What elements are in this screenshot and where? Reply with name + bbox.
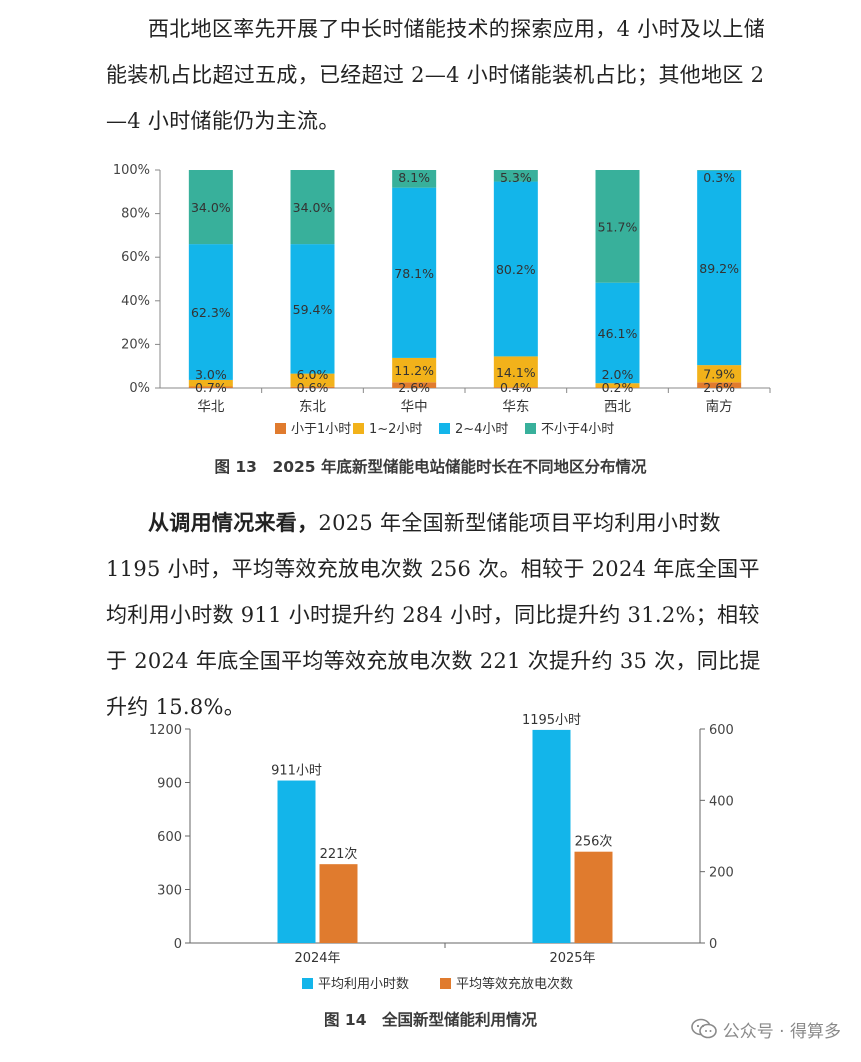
legend-swatch bbox=[440, 978, 451, 989]
data-label: 11.2% bbox=[394, 363, 434, 378]
x-tick-label: 华东 bbox=[502, 399, 529, 415]
data-label: 80.2% bbox=[496, 262, 536, 277]
bar-segment bbox=[697, 365, 742, 383]
bar-segment bbox=[188, 170, 233, 245]
chat-bubbles-icon bbox=[690, 1018, 717, 1040]
legend-swatch bbox=[525, 423, 536, 434]
legend-label: 小于1小时 bbox=[291, 422, 351, 437]
figure14-caption: 图 14 全国新型储能利用情况 bbox=[324, 1011, 537, 1029]
data-label: 34.0% bbox=[191, 200, 231, 215]
bar bbox=[319, 864, 358, 943]
left-tick-label: 900 bbox=[157, 777, 182, 792]
watermark-text: 公众号 · 得算多 bbox=[722, 1021, 841, 1042]
bar bbox=[532, 729, 571, 943]
bar-segment bbox=[290, 386, 335, 388]
bar-segment bbox=[697, 170, 742, 171]
data-label: 2.0% bbox=[602, 367, 634, 382]
data-label: 62.3% bbox=[191, 305, 231, 320]
bar-segment bbox=[392, 187, 437, 358]
data-label: 1195小时 bbox=[522, 713, 581, 728]
data-label: 46.1% bbox=[598, 326, 638, 341]
legend-label: 平均利用小时数 bbox=[318, 977, 409, 992]
y-tick-label: 20% bbox=[121, 337, 150, 352]
right-tick-label: 200 bbox=[709, 866, 734, 881]
watermark: 公众号 · 得算多 bbox=[690, 1013, 841, 1045]
data-label: 5.3% bbox=[500, 170, 532, 185]
bar-segment bbox=[290, 244, 335, 374]
paragraph-utilization: 从调用情况来看，2025 年全国新型储能项目平均利用小时数 1195 小时，平均… bbox=[106, 510, 761, 719]
data-label: 59.4% bbox=[293, 302, 333, 317]
bar-segment bbox=[697, 170, 742, 366]
bar-segment bbox=[595, 282, 640, 384]
data-label: 89.2% bbox=[699, 261, 739, 276]
data-label: 221次 bbox=[320, 846, 358, 862]
y-tick-label: 60% bbox=[121, 250, 150, 265]
data-label: 34.0% bbox=[293, 200, 333, 215]
x-tick-label: 华中 bbox=[401, 399, 428, 415]
y-tick-label: 0% bbox=[129, 381, 150, 396]
bar-segment bbox=[595, 383, 640, 388]
bar-segment bbox=[493, 181, 538, 357]
data-label: 6.0% bbox=[297, 367, 329, 382]
data-label: 14.1% bbox=[496, 365, 536, 380]
data-label: 0.7% bbox=[195, 380, 227, 395]
left-tick-label: 600 bbox=[157, 830, 182, 845]
data-label: 51.7% bbox=[598, 219, 638, 234]
data-label: 256次 bbox=[575, 834, 613, 850]
data-label: 8.1% bbox=[398, 170, 430, 185]
legend-swatch bbox=[275, 423, 286, 434]
bar-segment bbox=[188, 386, 233, 388]
data-label: 3.0% bbox=[195, 367, 227, 382]
legend-label: 2~4小时 bbox=[455, 422, 508, 437]
bar bbox=[277, 780, 316, 943]
data-label: 0.3% bbox=[703, 170, 735, 185]
bar-segment bbox=[697, 382, 742, 388]
data-label: 0.4% bbox=[500, 380, 532, 395]
right-tick-label: 400 bbox=[709, 794, 734, 809]
legend-swatch bbox=[353, 423, 364, 434]
bar-segment bbox=[493, 387, 538, 388]
left-tick-label: 1200 bbox=[149, 723, 182, 738]
x-tick-label: 2025年 bbox=[549, 951, 595, 966]
legend-swatch bbox=[439, 423, 450, 434]
data-label: 0.6% bbox=[297, 380, 329, 395]
data-label: 2.6% bbox=[703, 380, 735, 395]
duration-distribution-chart: 0% 20% 40% 60% 80% 100% 华北 0.7%3.0% 62.3% 34.0% 东北… bbox=[113, 163, 771, 437]
legend-label: 不小于4小时 bbox=[541, 422, 614, 437]
bar-segment bbox=[290, 170, 335, 245]
x-tick-label: 2024年 bbox=[294, 951, 340, 966]
bar-segment bbox=[188, 244, 233, 380]
x-tick-label: 西北 bbox=[604, 399, 632, 415]
x-tick-label: 华北 bbox=[197, 399, 224, 415]
utilization-chart: 0 300 600 900 1200 0 200 400 600 2024年 911小时 221次 20… bbox=[149, 713, 734, 992]
y-tick-label: 100% bbox=[113, 163, 150, 178]
right-tick-label: 600 bbox=[709, 723, 734, 738]
bar-segment bbox=[493, 356, 538, 388]
data-label: 7.9% bbox=[703, 367, 735, 382]
figure13-caption: 图 13 2025 年底新型储能电站储能时长在不同地区分布情况 bbox=[214, 458, 647, 476]
x-tick-label: 南方 bbox=[706, 399, 733, 415]
bar-segment bbox=[392, 382, 437, 388]
legend-swatch bbox=[302, 978, 313, 989]
bar-segment bbox=[188, 379, 233, 387]
data-label: 78.1% bbox=[394, 266, 434, 281]
bar-segment bbox=[595, 170, 640, 283]
bar bbox=[574, 851, 613, 943]
legend-label: 1~2小时 bbox=[369, 422, 422, 437]
left-tick-label: 300 bbox=[157, 884, 182, 899]
bar-segment bbox=[290, 373, 335, 387]
left-tick-label: 0 bbox=[174, 937, 182, 952]
x-tick-label: 东北 bbox=[299, 399, 326, 415]
paragraph-northwest: 西北地区率先开展了中长时储能技术的探索应用，4 小时及以上储能装机占比超过五成，… bbox=[106, 17, 766, 133]
right-tick-label: 0 bbox=[709, 937, 717, 952]
bar-segment bbox=[392, 170, 437, 188]
data-label: 2.6% bbox=[398, 380, 430, 395]
bar-segment bbox=[392, 357, 437, 383]
data-label: 0.2% bbox=[602, 380, 634, 395]
data-label: 911小时 bbox=[271, 764, 322, 779]
bar-segment bbox=[493, 170, 538, 182]
legend-label: 平均等效充放电次数 bbox=[456, 976, 573, 992]
y-tick-label: 40% bbox=[121, 294, 150, 309]
y-tick-label: 80% bbox=[121, 207, 150, 222]
